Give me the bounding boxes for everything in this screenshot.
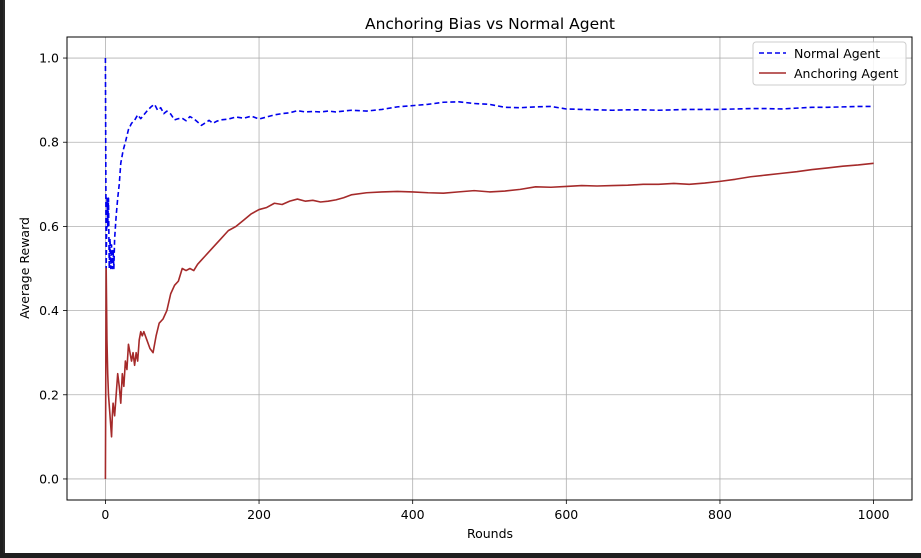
x-tick-label: 400 bbox=[401, 507, 425, 522]
line-chart: Anchoring Bias vs Normal Agent 0 200 400 60… bbox=[17, 15, 913, 541]
legend: Normal Agent Anchoring Agent bbox=[752, 41, 907, 86]
legend-label-normal-agent: Normal Agent bbox=[794, 46, 880, 61]
y-axis-label: Average Reward bbox=[17, 217, 32, 319]
x-tick-label: 800 bbox=[708, 507, 732, 522]
y-tick-label: 0.4 bbox=[39, 303, 59, 318]
series-layer bbox=[104, 58, 874, 479]
y-tick-label: 0.6 bbox=[39, 219, 59, 234]
y-tick-label: 0.2 bbox=[39, 387, 59, 402]
figure: Anchoring Bias vs Normal Agent 0 200 400 60… bbox=[3, 0, 921, 553]
chart-title: Anchoring Bias vs Normal Agent bbox=[365, 15, 615, 33]
x-tick-label: 0 bbox=[101, 507, 109, 522]
series-line-anchoring-agent bbox=[104, 162, 874, 479]
y-tick-label: 1.0 bbox=[39, 51, 59, 66]
legend-label-anchoring-agent: Anchoring Agent bbox=[794, 66, 898, 81]
legend-box bbox=[752, 41, 907, 86]
series-line-normal-agent bbox=[104, 58, 874, 270]
x-axis: 0 200 400 600 800 1000 bbox=[101, 500, 890, 522]
x-tick-label: 200 bbox=[247, 507, 271, 522]
plot-frame bbox=[66, 36, 913, 501]
x-tick-label: 1000 bbox=[858, 507, 890, 522]
grid bbox=[67, 37, 912, 500]
y-axis: 0.0 0.2 0.4 0.6 0.8 1.0 bbox=[39, 51, 67, 486]
x-axis-label: Rounds bbox=[467, 526, 513, 541]
x-tick-label: 600 bbox=[554, 507, 578, 522]
y-tick-label: 0.8 bbox=[39, 135, 59, 150]
y-tick-label: 0.0 bbox=[39, 471, 59, 486]
